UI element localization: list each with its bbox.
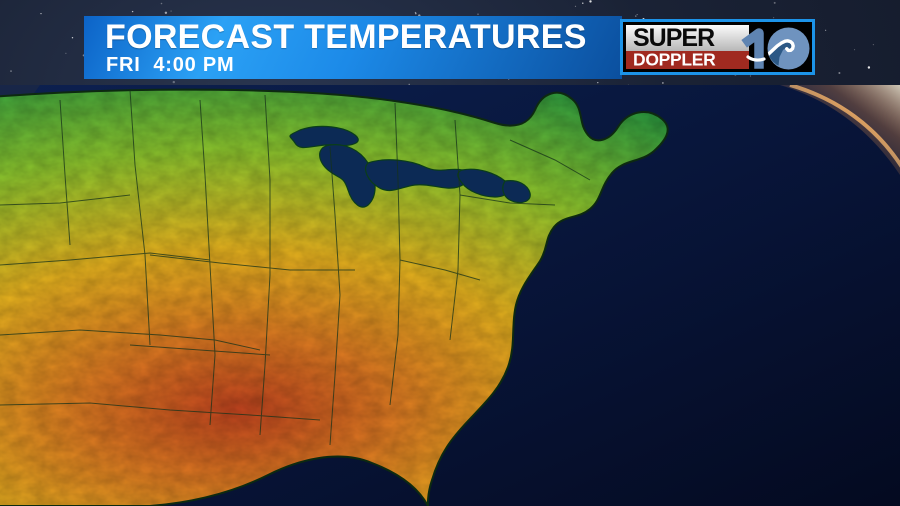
svg-text:SUPER: SUPER bbox=[633, 24, 715, 52]
svg-text:DOPPLER: DOPPLER bbox=[633, 50, 716, 70]
